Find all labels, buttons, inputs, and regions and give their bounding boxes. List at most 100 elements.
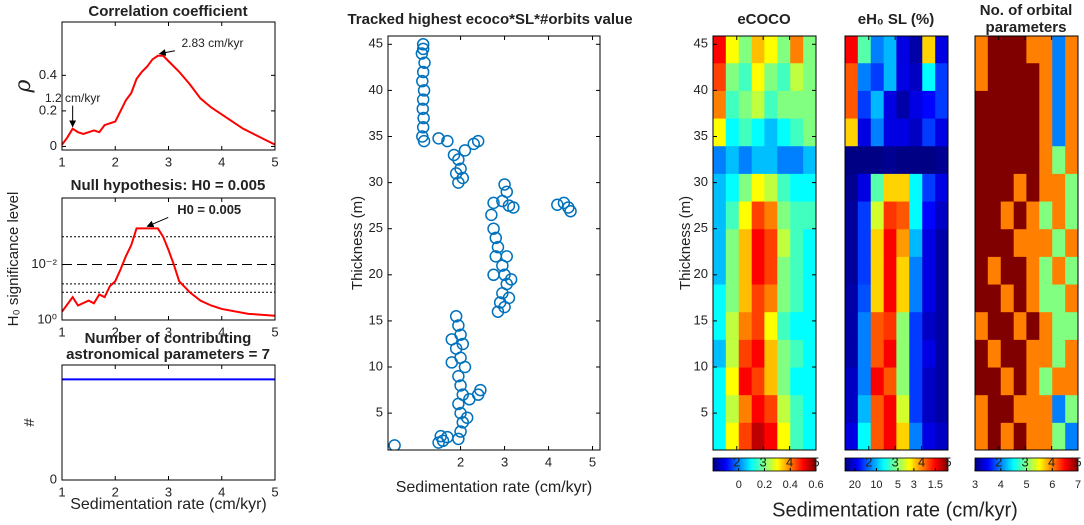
heatmap-cell bbox=[713, 36, 727, 64]
line bbox=[62, 54, 275, 146]
point bbox=[415, 47, 429, 60]
x-tick-label: 4 bbox=[1048, 454, 1055, 469]
colorbar-tick-label: 1.5 bbox=[928, 479, 943, 491]
heatmap-cell bbox=[1052, 118, 1066, 147]
point bbox=[432, 132, 445, 145]
heatmap-cell bbox=[738, 201, 753, 230]
heatmap-cell bbox=[922, 311, 936, 340]
x-tick-label: 3 bbox=[1022, 454, 1029, 469]
plot-layer bbox=[845, 36, 948, 450]
heatmap-cell bbox=[845, 367, 859, 396]
colorbar-tick-label: 0.4 bbox=[783, 479, 798, 491]
heatmap-cell bbox=[777, 256, 791, 285]
heatmap-cell bbox=[725, 394, 740, 423]
heatmap-cell bbox=[870, 311, 885, 340]
heatmap-cell bbox=[803, 201, 816, 230]
heatmap-cell bbox=[713, 311, 727, 340]
heatmap-cell bbox=[790, 228, 804, 257]
heatmap-cell bbox=[1039, 394, 1053, 423]
colorbar-tick-label: 5 bbox=[895, 479, 901, 491]
point bbox=[416, 93, 430, 106]
heatmap-cell bbox=[738, 62, 753, 91]
y-tick-label: 15 bbox=[694, 312, 708, 327]
heatmap-cell bbox=[1065, 284, 1078, 313]
x-tick-label: 4 bbox=[218, 324, 225, 339]
heatmap-cell bbox=[857, 367, 872, 396]
heatmap-cell bbox=[883, 367, 898, 396]
heatmap-cell bbox=[935, 118, 948, 147]
heatmap-cell bbox=[1065, 339, 1078, 368]
heatmap-cell bbox=[790, 394, 804, 423]
point bbox=[489, 231, 503, 245]
heatmap-cell bbox=[1039, 367, 1053, 396]
point bbox=[456, 416, 470, 429]
heatmap-cell bbox=[803, 284, 816, 313]
point bbox=[498, 300, 511, 314]
heatmap-cell bbox=[1013, 339, 1028, 368]
heatmap-cell bbox=[922, 90, 936, 119]
heatmap-cell bbox=[777, 36, 791, 64]
heatmap-cell bbox=[922, 228, 936, 257]
heatmap-cell bbox=[790, 173, 804, 202]
heatmap-cell bbox=[857, 228, 872, 257]
point bbox=[498, 178, 511, 191]
y-tick-label: 10⁻² bbox=[31, 256, 57, 271]
heatmap-cell bbox=[987, 394, 1002, 423]
heatmap-cell bbox=[896, 62, 910, 91]
heatmap-cell bbox=[764, 422, 778, 450]
heatmap-cell bbox=[1013, 311, 1028, 340]
heatmap-cell bbox=[764, 394, 778, 423]
heatmap-cell bbox=[857, 394, 872, 423]
heatmap-cell bbox=[790, 118, 804, 147]
x-tick-label: 2 bbox=[112, 154, 119, 169]
heatmap-cell bbox=[764, 284, 778, 313]
heatmap-cell bbox=[764, 201, 778, 230]
heatmap-cell bbox=[764, 173, 778, 202]
heatmap-cell bbox=[870, 201, 885, 230]
point bbox=[487, 196, 500, 210]
heatmap-cell bbox=[1000, 118, 1015, 147]
y-tick-label: 40 bbox=[694, 82, 708, 97]
heatmap-cell bbox=[883, 311, 898, 340]
heatmap-cell bbox=[1039, 284, 1053, 313]
heatmap-cell bbox=[790, 145, 804, 174]
heatmap-cell bbox=[909, 145, 923, 174]
axes-box bbox=[844, 35, 949, 451]
heatmap-cell bbox=[713, 367, 727, 396]
heatmap-cell bbox=[1026, 36, 1040, 64]
shared-x-label: Sedimentation rate (cm/kyr) bbox=[772, 499, 1018, 521]
point bbox=[416, 102, 429, 116]
x-tick-label: 5 bbox=[271, 324, 278, 339]
heatmap-cell bbox=[790, 256, 804, 285]
heatmap-cell bbox=[1065, 145, 1078, 174]
heatmap-cell bbox=[713, 228, 727, 257]
x-tick-label: 3 bbox=[501, 454, 508, 469]
heatmap-cell bbox=[870, 256, 885, 285]
heatmap-cell bbox=[845, 173, 859, 202]
heatmap-cell bbox=[790, 36, 804, 64]
heatmap-cell bbox=[857, 36, 872, 64]
heatmap-cell bbox=[870, 173, 885, 202]
heatmap-cell bbox=[725, 118, 740, 147]
point bbox=[416, 121, 430, 134]
heatmap-cell bbox=[975, 62, 989, 91]
heatmap-cell bbox=[987, 422, 1002, 450]
x-tick-label: 4 bbox=[786, 454, 793, 469]
heatmap-cell bbox=[1026, 173, 1040, 202]
heatmap-cell bbox=[1065, 36, 1078, 64]
heatmap-cell bbox=[1026, 311, 1040, 340]
heatmap-cell bbox=[803, 173, 816, 202]
heatmap-cell bbox=[1065, 311, 1078, 340]
heatmap-cell bbox=[883, 118, 898, 147]
heatmap-cell bbox=[1065, 422, 1078, 450]
heatmap-cell bbox=[1026, 284, 1040, 313]
heatmap-cell bbox=[1026, 422, 1040, 450]
heatmap-cell bbox=[935, 36, 948, 64]
point bbox=[445, 333, 459, 346]
heatmap-cell bbox=[987, 367, 1002, 396]
heatmap-cell bbox=[975, 284, 989, 313]
heatmap-cell bbox=[935, 201, 948, 230]
point bbox=[557, 196, 571, 210]
heatmap-cell bbox=[738, 90, 753, 119]
heatmap-cell bbox=[1065, 201, 1078, 230]
